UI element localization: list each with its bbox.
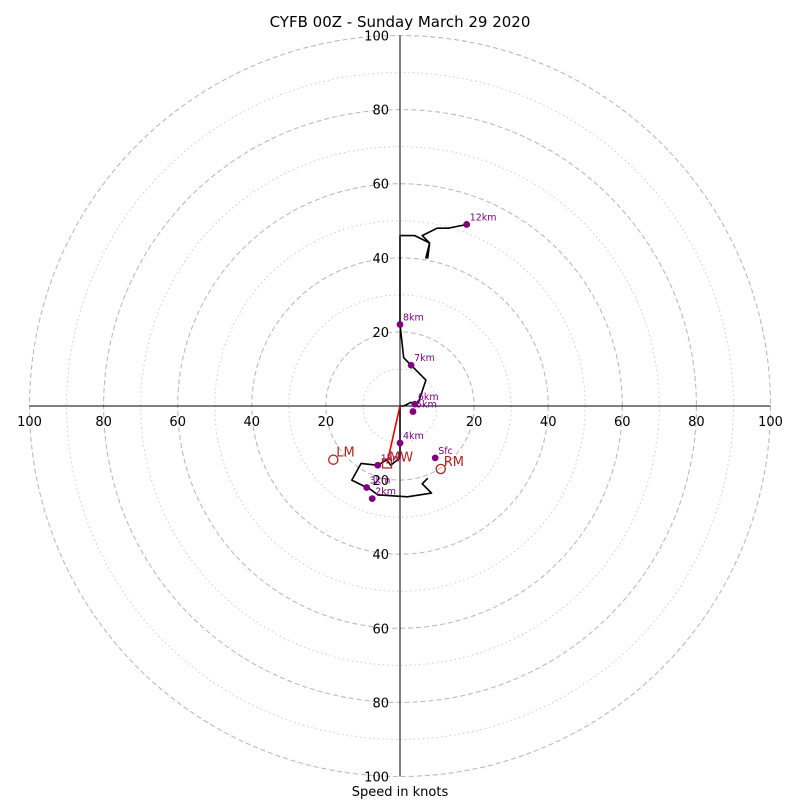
height-marker-label: 7km: [414, 353, 435, 364]
y-tick-label: 20: [372, 474, 389, 489]
x-tick-label: 60: [169, 415, 186, 430]
y-tick-label: 40: [372, 548, 389, 563]
height-marker: [431, 454, 439, 462]
height-marker-label: 4km: [403, 431, 424, 442]
height-marker: [368, 495, 376, 503]
height-marker: [411, 400, 419, 408]
y-tick-label: 100: [364, 30, 389, 45]
height-marker-label: 3km: [370, 476, 391, 487]
x-tick-label: 20: [318, 415, 335, 430]
mean-wind-label: MW: [389, 450, 413, 465]
storm-motion-label: LM: [336, 446, 354, 461]
height-marker-label: 12km: [470, 212, 497, 223]
height-marker: [463, 221, 471, 228]
height-marker-label: 6km: [418, 392, 439, 403]
mean-wind-marker: [381, 458, 393, 469]
height-marker: [396, 321, 404, 328]
x-tick-label: 40: [540, 415, 557, 430]
x-tick-label: 60: [614, 415, 631, 430]
storm-motion-group: RM LM MW: [328, 446, 464, 475]
height-marker: [363, 484, 371, 491]
x-tick-label: 80: [95, 415, 112, 430]
y-tick-label: 100: [364, 771, 389, 786]
height-marker-label: 8km: [403, 312, 424, 323]
height-marker: [409, 408, 417, 415]
height-marker-label: Sfc: [438, 446, 453, 457]
x-tick-label: 80: [688, 415, 705, 430]
height-marker: [374, 461, 382, 469]
y-tick-label: 40: [372, 252, 389, 267]
storm-motion-marker: [435, 463, 447, 475]
y-tick-label: 80: [372, 104, 389, 119]
y-tick-label: 80: [372, 696, 389, 711]
height-marker: [407, 361, 415, 369]
height-marker-label: 5km: [416, 400, 437, 411]
tick-labels: 100 80 60 40 20 20 40 60 80 100 100 80 60 40 20 20 40 60 8…: [17, 30, 783, 786]
x-tick-label: 20: [466, 415, 483, 430]
y-tick-label: 60: [372, 622, 389, 637]
storm-motion-label: RM: [444, 455, 464, 470]
y-tick-label: 60: [372, 178, 389, 193]
x-tick-label: 40: [244, 415, 261, 430]
shear-vector-line: [386, 405, 401, 464]
chart-title: CYFB 00Z - Sunday March 29 2020: [270, 13, 531, 31]
x-tick-label: 100: [758, 415, 783, 430]
storm-motion-marker: [328, 454, 339, 465]
height-marker-label: 2km: [375, 487, 396, 498]
shear-vector-group: [386, 405, 401, 464]
x-axis-label: Speed in knots: [352, 785, 449, 800]
height-marker: [396, 439, 404, 447]
x-tick-label: 100: [17, 415, 42, 430]
y-tick-label: 20: [372, 326, 389, 341]
